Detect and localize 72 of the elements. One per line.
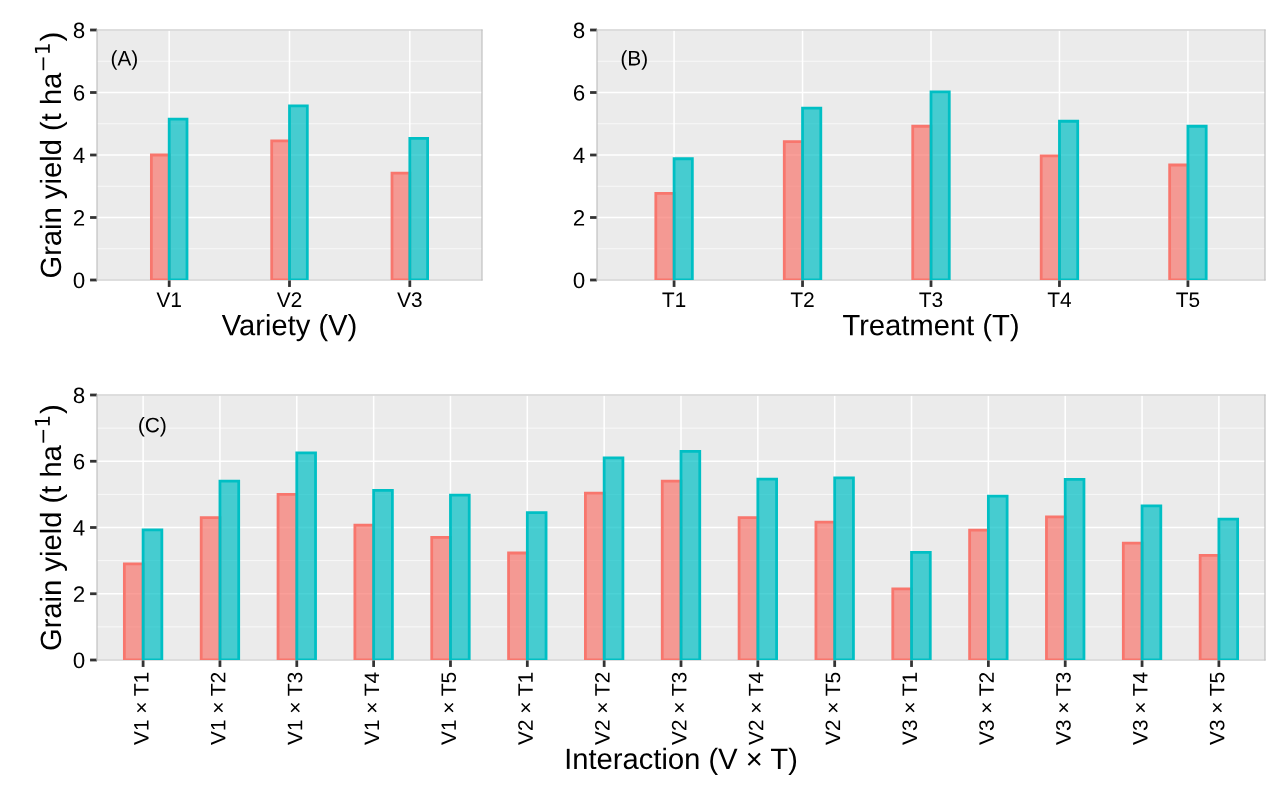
x-tick-label: V2 × T2 (595, 672, 610, 745)
x-tick-label: V1 × T4 (364, 672, 380, 745)
bar (1168, 163, 1190, 280)
x-tick-label: V2 × T1 (518, 672, 533, 745)
x-tick-label: V1 (156, 292, 181, 307)
bar (372, 489, 394, 660)
y-tick-label: 8 (73, 387, 85, 404)
bar (1058, 119, 1080, 280)
x-tick-label: V3 (397, 292, 422, 308)
x-tick-label: T1 (662, 292, 686, 307)
x-axis-title: Interaction (V × T) (566, 747, 797, 775)
x-tick-label: V2 × T5 (825, 672, 841, 745)
bar (295, 451, 317, 660)
y-tick-label: 4 (73, 520, 85, 536)
bar (1140, 504, 1163, 660)
x-tick-label: V3 × T2 (979, 672, 994, 745)
bar (756, 477, 778, 660)
x-tick-label: T3 (919, 292, 943, 308)
x-tick-label: V1 × T1 (134, 672, 149, 745)
x-tick-label: T5 (1176, 292, 1200, 308)
bar (449, 493, 471, 660)
bar (167, 117, 189, 280)
bar (218, 479, 241, 660)
y-tick-label: 6 (73, 453, 85, 470)
x-tick-label: V3 × T1 (902, 672, 918, 745)
x-tick-label: V3 × T5 (1209, 672, 1225, 745)
y-tick-label: 8 (73, 22, 85, 39)
y-axis-title: Grain yield (t ha$^{−1}$) (34, 406, 68, 650)
y-tick-label: 2 (73, 210, 85, 226)
bar (288, 104, 309, 280)
bar (986, 494, 1009, 660)
x-tick-label: V1 × T3 (287, 672, 303, 745)
bar (679, 449, 702, 660)
y-tick-label: 4 (73, 147, 85, 164)
bar (1063, 478, 1086, 660)
x-tick-label: V1 × T5 (441, 672, 457, 745)
x-tick-label: T4 (1047, 292, 1072, 307)
bar (910, 550, 932, 660)
bar (525, 511, 548, 660)
y-tick-label: 0 (73, 272, 85, 289)
x-tick-label: V2 (276, 292, 302, 307)
y-tick-label: 6 (73, 85, 85, 101)
y-tick-label: 4 (573, 147, 585, 164)
y-tick-label: 0 (73, 652, 85, 669)
annotation: (B) (621, 50, 647, 70)
bar (672, 157, 694, 280)
bar (1217, 517, 1240, 660)
annotation: (A) (111, 50, 137, 70)
bar (929, 90, 951, 280)
x-tick-label: V2 × T3 (671, 672, 687, 745)
x-tick-label: V3 × T4 (1132, 672, 1148, 745)
y-tick-label: 8 (573, 22, 585, 39)
y-tick-label: 0 (573, 272, 585, 289)
annotation: (C) (139, 417, 166, 437)
bar (833, 476, 855, 660)
y-tick-label: 2 (73, 586, 85, 602)
bar (801, 106, 823, 280)
bar (911, 124, 933, 280)
x-axis-title: Treatment (T) (843, 314, 1018, 342)
bar (141, 528, 164, 660)
y-tick-label: 2 (573, 210, 585, 226)
x-axis-title: Variety (V) (221, 314, 356, 342)
bar (654, 192, 676, 280)
bar (1186, 124, 1208, 280)
x-tick-label: V3 × T3 (1056, 672, 1071, 745)
bar (602, 456, 625, 660)
x-tick-label: T2 (790, 292, 814, 307)
x-tick-label: V2 × T4 (748, 672, 764, 745)
y-tick-label: 6 (573, 85, 585, 101)
y-axis-title: Grain yield (t ha$^{−1}$) (34, 33, 68, 278)
bar (408, 137, 430, 280)
x-tick-label: V1 × T2 (210, 672, 226, 745)
